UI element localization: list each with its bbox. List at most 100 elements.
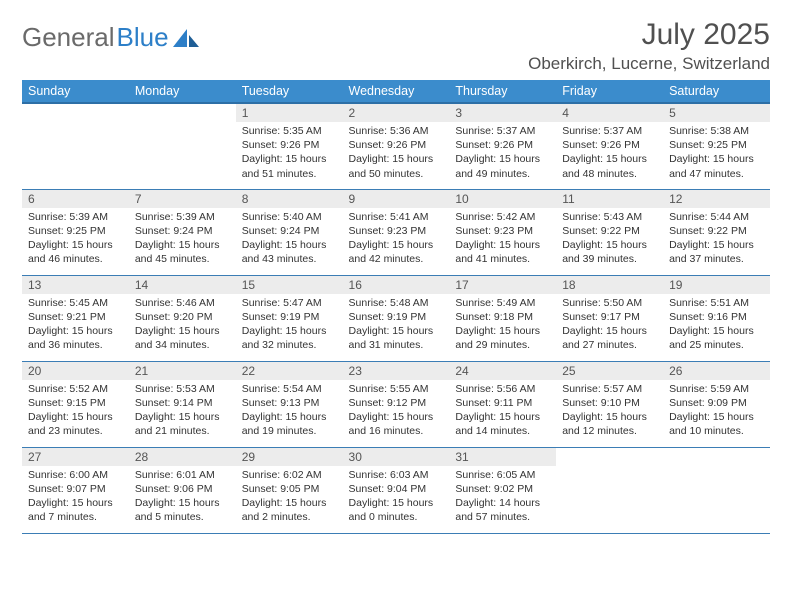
header: General Blue July 2025 Oberkirch, Lucern… (22, 18, 770, 74)
logo-text-blue: Blue (117, 22, 169, 53)
day-number: 4 (556, 104, 663, 122)
weekday-header: Wednesday (343, 80, 450, 103)
day-text: Sunrise: 5:39 AMSunset: 9:25 PMDaylight:… (22, 208, 129, 271)
calendar-cell: 16Sunrise: 5:48 AMSunset: 9:19 PMDayligh… (343, 275, 450, 361)
calendar-cell: 15Sunrise: 5:47 AMSunset: 9:19 PMDayligh… (236, 275, 343, 361)
day-number: 5 (663, 104, 770, 122)
day-number: 18 (556, 276, 663, 294)
day-text: Sunrise: 6:02 AMSunset: 9:05 PMDaylight:… (236, 466, 343, 529)
calendar-cell: 19Sunrise: 5:51 AMSunset: 9:16 PMDayligh… (663, 275, 770, 361)
day-text: Sunrise: 5:39 AMSunset: 9:24 PMDaylight:… (129, 208, 236, 271)
calendar-cell: 28Sunrise: 6:01 AMSunset: 9:06 PMDayligh… (129, 447, 236, 533)
calendar-cell: 26Sunrise: 5:59 AMSunset: 9:09 PMDayligh… (663, 361, 770, 447)
day-text: Sunrise: 5:57 AMSunset: 9:10 PMDaylight:… (556, 380, 663, 443)
day-text: Sunrise: 5:35 AMSunset: 9:26 PMDaylight:… (236, 122, 343, 185)
calendar-cell: 22Sunrise: 5:54 AMSunset: 9:13 PMDayligh… (236, 361, 343, 447)
day-number: 22 (236, 362, 343, 380)
calendar-cell (129, 103, 236, 189)
calendar-cell: 6Sunrise: 5:39 AMSunset: 9:25 PMDaylight… (22, 189, 129, 275)
day-number: 28 (129, 448, 236, 466)
day-text: Sunrise: 5:44 AMSunset: 9:22 PMDaylight:… (663, 208, 770, 271)
calendar-cell: 3Sunrise: 5:37 AMSunset: 9:26 PMDaylight… (449, 103, 556, 189)
calendar-row: 6Sunrise: 5:39 AMSunset: 9:25 PMDaylight… (22, 189, 770, 275)
calendar-cell: 14Sunrise: 5:46 AMSunset: 9:20 PMDayligh… (129, 275, 236, 361)
weekday-header: Friday (556, 80, 663, 103)
calendar-cell: 24Sunrise: 5:56 AMSunset: 9:11 PMDayligh… (449, 361, 556, 447)
day-text: Sunrise: 5:49 AMSunset: 9:18 PMDaylight:… (449, 294, 556, 357)
day-number: 10 (449, 190, 556, 208)
day-number: 14 (129, 276, 236, 294)
day-text: Sunrise: 5:40 AMSunset: 9:24 PMDaylight:… (236, 208, 343, 271)
month-title: July 2025 (528, 18, 770, 52)
day-number: 12 (663, 190, 770, 208)
calendar-cell: 30Sunrise: 6:03 AMSunset: 9:04 PMDayligh… (343, 447, 450, 533)
calendar-cell: 13Sunrise: 5:45 AMSunset: 9:21 PMDayligh… (22, 275, 129, 361)
day-text: Sunrise: 5:46 AMSunset: 9:20 PMDaylight:… (129, 294, 236, 357)
calendar-cell: 2Sunrise: 5:36 AMSunset: 9:26 PMDaylight… (343, 103, 450, 189)
calendar-cell: 7Sunrise: 5:39 AMSunset: 9:24 PMDaylight… (129, 189, 236, 275)
day-text: Sunrise: 5:52 AMSunset: 9:15 PMDaylight:… (22, 380, 129, 443)
calendar-table: SundayMondayTuesdayWednesdayThursdayFrid… (22, 80, 770, 534)
calendar-cell: 20Sunrise: 5:52 AMSunset: 9:15 PMDayligh… (22, 361, 129, 447)
day-text: Sunrise: 5:41 AMSunset: 9:23 PMDaylight:… (343, 208, 450, 271)
calendar-row: 1Sunrise: 5:35 AMSunset: 9:26 PMDaylight… (22, 103, 770, 189)
day-text: Sunrise: 5:37 AMSunset: 9:26 PMDaylight:… (449, 122, 556, 185)
day-text: Sunrise: 6:00 AMSunset: 9:07 PMDaylight:… (22, 466, 129, 529)
calendar-cell: 5Sunrise: 5:38 AMSunset: 9:25 PMDaylight… (663, 103, 770, 189)
calendar-cell (22, 103, 129, 189)
day-text: Sunrise: 6:01 AMSunset: 9:06 PMDaylight:… (129, 466, 236, 529)
day-number: 6 (22, 190, 129, 208)
day-number: 26 (663, 362, 770, 380)
day-text: Sunrise: 5:36 AMSunset: 9:26 PMDaylight:… (343, 122, 450, 185)
day-number: 3 (449, 104, 556, 122)
logo: General Blue (22, 22, 199, 53)
day-number: 17 (449, 276, 556, 294)
calendar-cell: 21Sunrise: 5:53 AMSunset: 9:14 PMDayligh… (129, 361, 236, 447)
calendar-cell: 23Sunrise: 5:55 AMSunset: 9:12 PMDayligh… (343, 361, 450, 447)
calendar-row: 27Sunrise: 6:00 AMSunset: 9:07 PMDayligh… (22, 447, 770, 533)
calendar-cell: 12Sunrise: 5:44 AMSunset: 9:22 PMDayligh… (663, 189, 770, 275)
title-block: July 2025 Oberkirch, Lucerne, Switzerlan… (528, 18, 770, 74)
location: Oberkirch, Lucerne, Switzerland (528, 54, 770, 74)
day-number: 2 (343, 104, 450, 122)
weekday-header: Sunday (22, 80, 129, 103)
day-number: 9 (343, 190, 450, 208)
day-text: Sunrise: 6:03 AMSunset: 9:04 PMDaylight:… (343, 466, 450, 529)
day-text: Sunrise: 5:59 AMSunset: 9:09 PMDaylight:… (663, 380, 770, 443)
logo-text-general: General (22, 22, 115, 53)
day-text: Sunrise: 5:42 AMSunset: 9:23 PMDaylight:… (449, 208, 556, 271)
calendar-cell (663, 447, 770, 533)
day-number: 27 (22, 448, 129, 466)
calendar-cell: 9Sunrise: 5:41 AMSunset: 9:23 PMDaylight… (343, 189, 450, 275)
calendar-cell: 25Sunrise: 5:57 AMSunset: 9:10 PMDayligh… (556, 361, 663, 447)
day-number: 16 (343, 276, 450, 294)
day-text: Sunrise: 5:53 AMSunset: 9:14 PMDaylight:… (129, 380, 236, 443)
day-number: 1 (236, 104, 343, 122)
day-number: 20 (22, 362, 129, 380)
calendar-head: SundayMondayTuesdayWednesdayThursdayFrid… (22, 80, 770, 103)
day-number: 30 (343, 448, 450, 466)
day-text: Sunrise: 6:05 AMSunset: 9:02 PMDaylight:… (449, 466, 556, 529)
day-text: Sunrise: 5:38 AMSunset: 9:25 PMDaylight:… (663, 122, 770, 185)
day-text: Sunrise: 5:56 AMSunset: 9:11 PMDaylight:… (449, 380, 556, 443)
day-number: 21 (129, 362, 236, 380)
calendar-cell (556, 447, 663, 533)
day-number: 19 (663, 276, 770, 294)
calendar-cell: 31Sunrise: 6:05 AMSunset: 9:02 PMDayligh… (449, 447, 556, 533)
calendar-body: 1Sunrise: 5:35 AMSunset: 9:26 PMDaylight… (22, 103, 770, 533)
calendar-cell: 8Sunrise: 5:40 AMSunset: 9:24 PMDaylight… (236, 189, 343, 275)
day-number: 24 (449, 362, 556, 380)
day-text: Sunrise: 5:45 AMSunset: 9:21 PMDaylight:… (22, 294, 129, 357)
calendar-cell: 10Sunrise: 5:42 AMSunset: 9:23 PMDayligh… (449, 189, 556, 275)
calendar-cell: 27Sunrise: 6:00 AMSunset: 9:07 PMDayligh… (22, 447, 129, 533)
day-number: 23 (343, 362, 450, 380)
day-number: 7 (129, 190, 236, 208)
calendar-row: 13Sunrise: 5:45 AMSunset: 9:21 PMDayligh… (22, 275, 770, 361)
day-number: 25 (556, 362, 663, 380)
calendar-cell: 17Sunrise: 5:49 AMSunset: 9:18 PMDayligh… (449, 275, 556, 361)
day-text: Sunrise: 5:43 AMSunset: 9:22 PMDaylight:… (556, 208, 663, 271)
weekday-header: Tuesday (236, 80, 343, 103)
day-text: Sunrise: 5:50 AMSunset: 9:17 PMDaylight:… (556, 294, 663, 357)
day-text: Sunrise: 5:37 AMSunset: 9:26 PMDaylight:… (556, 122, 663, 185)
day-text: Sunrise: 5:51 AMSunset: 9:16 PMDaylight:… (663, 294, 770, 357)
